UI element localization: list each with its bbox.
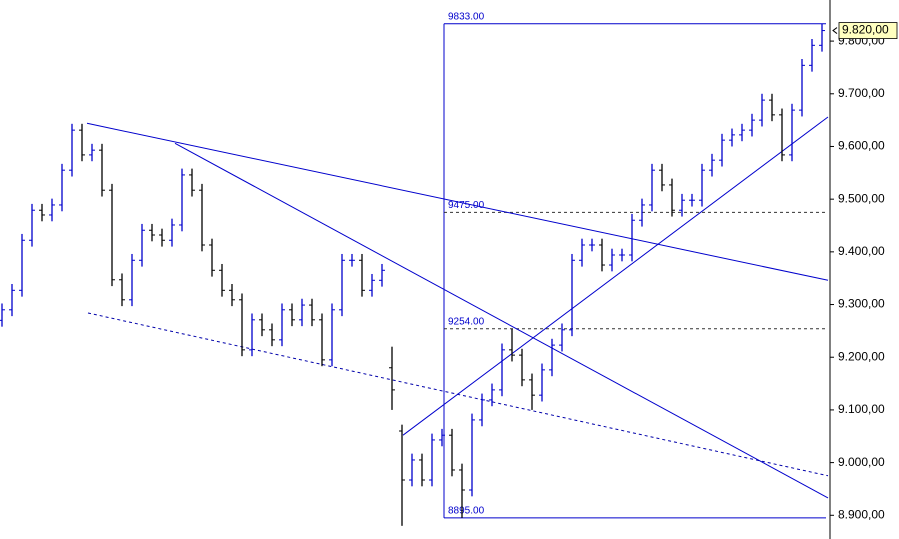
y-tick-label: 9.400,00 xyxy=(838,244,885,258)
trendline xyxy=(87,312,829,477)
last-value-label: 9.820,00 xyxy=(842,23,889,37)
y-tick-label: 9.700,00 xyxy=(838,86,885,100)
trendline xyxy=(174,142,829,499)
level-label: 9254.00 xyxy=(448,316,485,327)
level-label: 9475.00 xyxy=(448,200,485,211)
trendline xyxy=(402,116,829,436)
last-value-box xyxy=(838,22,898,39)
y-tick-label: 9.500,00 xyxy=(838,191,885,205)
y-tick-label: 9.100,00 xyxy=(838,402,885,416)
level-label: 9833.00 xyxy=(448,11,485,22)
y-tick-label: 9.300,00 xyxy=(838,297,885,311)
last-value-pointer xyxy=(832,27,838,34)
y-tick-label: 9.200,00 xyxy=(838,349,885,363)
y-tick-label: 9.600,00 xyxy=(838,139,885,153)
level-label: 8895.00 xyxy=(448,506,485,517)
trendline xyxy=(86,122,829,281)
y-tick-label: 9.000,00 xyxy=(838,455,885,469)
y-tick-label: 8.900,00 xyxy=(838,507,885,521)
